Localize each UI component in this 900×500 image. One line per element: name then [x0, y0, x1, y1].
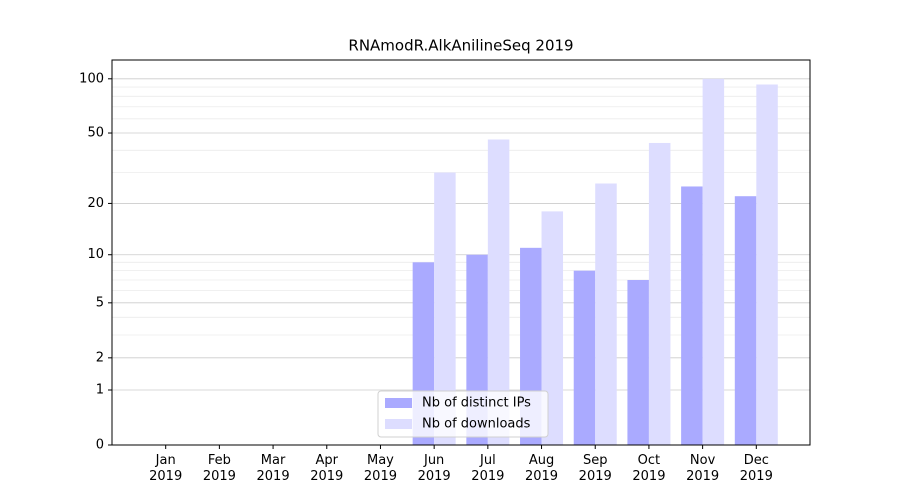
x-tick-label: Jul 2019: [471, 453, 505, 484]
legend-box: [377, 390, 549, 438]
bar: [681, 186, 703, 445]
x-tick-label: May 2019: [363, 453, 397, 484]
y-tick-label: 1: [96, 383, 104, 398]
x-tick-label: Nov 2019: [686, 453, 720, 484]
legend-label: Nb of downloads: [422, 417, 531, 432]
x-tick-label: Jun 2019: [417, 453, 451, 484]
bar: [648, 142, 671, 446]
x-tick-label: Mar 2019: [256, 453, 290, 484]
chart-title: RNAmodR.AlkAnilineSeq 2019: [348, 37, 573, 55]
x-tick-label: Dec 2019: [739, 453, 773, 484]
x-tick-label: Oct 2019: [632, 453, 666, 484]
y-tick-label: 10: [87, 247, 104, 262]
bar: [487, 139, 510, 445]
bar: [756, 84, 778, 445]
plot-frame: [111, 59, 811, 446]
legend-swatch: [385, 398, 412, 408]
legend-label: Nb of distinct IPs: [422, 396, 531, 411]
bar: [734, 196, 757, 445]
bar: [434, 172, 456, 445]
bar: [573, 270, 596, 445]
bar: [595, 183, 617, 445]
bar: [627, 280, 649, 445]
x-tick-label: Aug 2019: [524, 453, 559, 484]
y-tick-label: 20: [87, 196, 104, 211]
legend: Nb of distinct IPs Nb of downloads: [377, 390, 549, 438]
y-tick-label: 2: [96, 350, 104, 365]
x-tick-label: Sep 2019: [578, 453, 612, 484]
x-tick-label: Jan 2019: [149, 453, 183, 484]
legend-swatch: [385, 419, 412, 429]
bar: [702, 78, 725, 445]
x-tick-label: Feb 2019: [202, 453, 236, 484]
bar: [541, 211, 564, 445]
y-tick-label: 100: [79, 71, 104, 86]
y-tick-label: 5: [96, 295, 104, 310]
y-tick-label: 0: [96, 438, 104, 453]
y-tick-label: 50: [87, 126, 104, 141]
x-tick-label: Apr 2019: [310, 453, 344, 484]
